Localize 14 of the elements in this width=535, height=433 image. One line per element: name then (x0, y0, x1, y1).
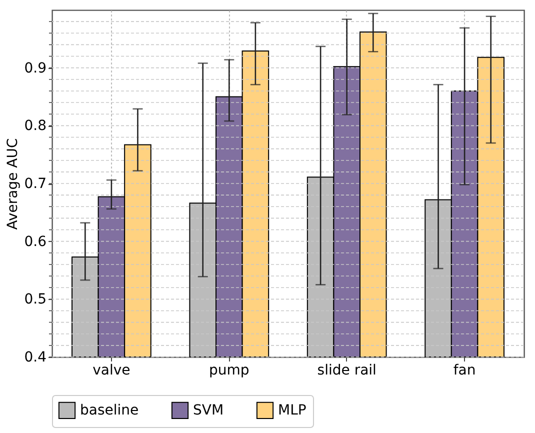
y-tick-label: 0.7 (24, 176, 46, 192)
y-axis-title: Average AUC (5, 138, 22, 230)
x-tick-label: pump (209, 362, 250, 378)
y-tick-label: 0.9 (24, 60, 46, 76)
x-tick-label: valve (92, 362, 130, 378)
x-tick-label: fan (453, 362, 476, 378)
x-tick-label: slide rail (317, 362, 376, 378)
y-tick-label: 0.6 (24, 234, 47, 250)
y-tick-label: 0.5 (24, 292, 46, 308)
y-tick-label: 0.4 (24, 350, 47, 366)
y-tick-label: 0.8 (24, 118, 46, 134)
legend-label: SVM (193, 402, 224, 418)
legend-label: MLP (278, 402, 306, 418)
legend-label: baseline (80, 402, 139, 418)
